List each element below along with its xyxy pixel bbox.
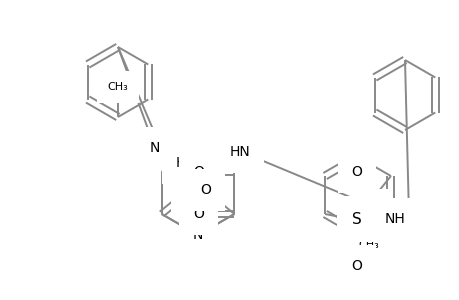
Text: O: O bbox=[351, 165, 362, 179]
Text: CH₃: CH₃ bbox=[107, 82, 128, 92]
Text: O: O bbox=[200, 183, 211, 197]
Text: N: N bbox=[150, 141, 160, 155]
Text: HN: HN bbox=[175, 156, 196, 170]
Text: O: O bbox=[363, 203, 374, 217]
Text: NH: NH bbox=[384, 212, 404, 226]
Text: S: S bbox=[352, 212, 361, 226]
Text: O: O bbox=[351, 259, 362, 273]
Text: N: N bbox=[192, 228, 203, 242]
Text: O: O bbox=[192, 207, 203, 221]
Text: HN: HN bbox=[229, 145, 249, 159]
Text: O: O bbox=[185, 186, 196, 200]
Text: O: O bbox=[192, 165, 203, 179]
Text: CH₃: CH₃ bbox=[358, 240, 379, 250]
